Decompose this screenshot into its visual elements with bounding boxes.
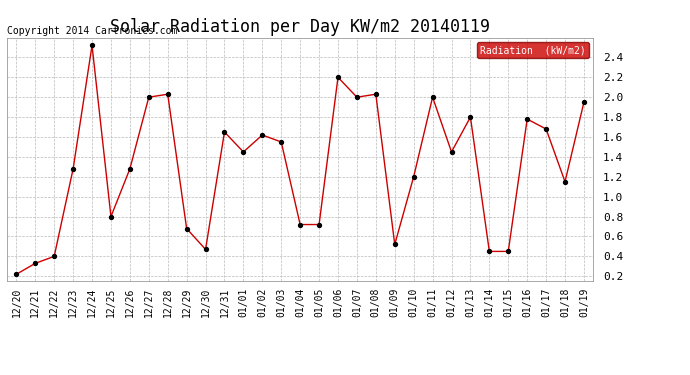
- Point: [560, 179, 571, 185]
- Title: Solar Radiation per Day KW/m2 20140119: Solar Radiation per Day KW/m2 20140119: [110, 18, 490, 36]
- Point: [144, 94, 155, 100]
- Point: [181, 225, 192, 231]
- Point: [219, 129, 230, 135]
- Point: [408, 174, 420, 180]
- Point: [86, 42, 97, 48]
- Point: [446, 149, 457, 155]
- Point: [389, 242, 400, 248]
- Point: [522, 116, 533, 122]
- Point: [200, 246, 211, 252]
- Point: [503, 248, 514, 254]
- Point: [427, 94, 438, 100]
- Point: [540, 126, 551, 132]
- Point: [257, 132, 268, 138]
- Legend: Radiation  (kW/m2): Radiation (kW/m2): [477, 42, 589, 58]
- Point: [371, 91, 382, 97]
- Point: [124, 166, 135, 172]
- Point: [465, 114, 476, 120]
- Text: Copyright 2014 Cartronics.com: Copyright 2014 Cartronics.com: [7, 26, 177, 36]
- Point: [351, 94, 362, 100]
- Point: [11, 271, 22, 277]
- Point: [30, 260, 41, 266]
- Point: [162, 91, 173, 97]
- Point: [484, 248, 495, 254]
- Point: [68, 166, 79, 172]
- Point: [333, 74, 344, 80]
- Point: [578, 99, 589, 105]
- Point: [313, 222, 324, 228]
- Point: [295, 222, 306, 228]
- Point: [106, 214, 117, 220]
- Point: [238, 149, 249, 155]
- Point: [49, 254, 60, 260]
- Point: [276, 139, 287, 145]
